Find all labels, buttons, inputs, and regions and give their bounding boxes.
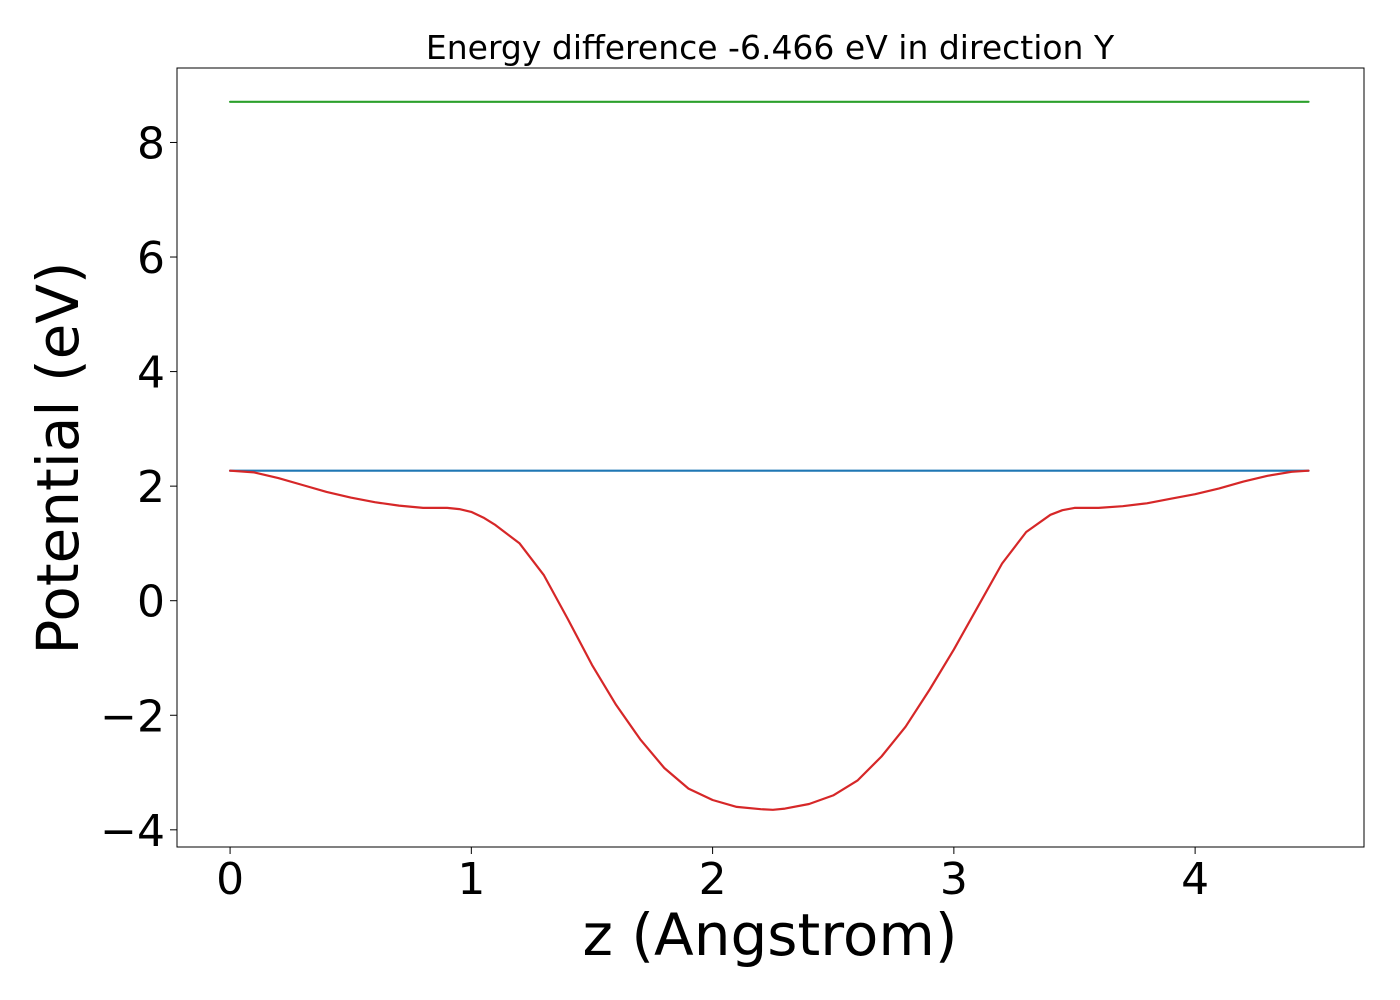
x-tick-label: 0 bbox=[216, 854, 244, 905]
y-axis: −4 −2 0 2 4 6 8 bbox=[100, 118, 177, 857]
y-tick-label: 2 bbox=[137, 462, 165, 513]
y-tick-label: −2 bbox=[100, 691, 165, 742]
y-tick-label: 0 bbox=[137, 577, 165, 628]
y-tick-label: 6 bbox=[137, 233, 165, 284]
x-tick-label: 3 bbox=[940, 854, 968, 905]
x-tick-label: 2 bbox=[699, 854, 727, 905]
x-axis: 0 1 2 3 4 bbox=[216, 847, 1209, 905]
y-tick-label: 4 bbox=[137, 348, 165, 399]
y-tick-label: −4 bbox=[100, 806, 165, 857]
y-tick-label: 8 bbox=[137, 118, 165, 169]
x-tick-label: 4 bbox=[1181, 854, 1209, 905]
x-axis-label: z (Angstrom) bbox=[583, 901, 958, 969]
y-axis-label: Potential (eV) bbox=[24, 261, 92, 654]
plot-frame bbox=[176, 67, 1365, 848]
chart-title: Energy difference -6.466 eV in direction… bbox=[426, 28, 1115, 67]
series-line-3 bbox=[229, 469, 1310, 811]
x-tick-label: 1 bbox=[457, 854, 485, 905]
series-layer bbox=[229, 100, 1310, 811]
